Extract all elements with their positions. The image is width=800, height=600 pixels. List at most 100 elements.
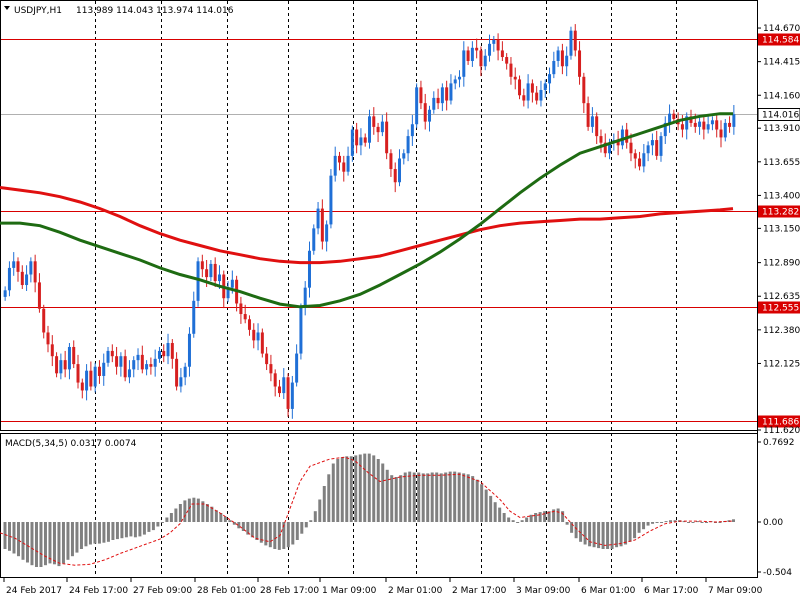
candle-body-48 (209, 263, 213, 278)
macd-bar-90 (408, 471, 412, 522)
candle-body-39 (170, 343, 174, 359)
macd-bar-65 (295, 522, 299, 540)
time-label-8: 3 Mar 09:00 (516, 586, 571, 596)
macd-bar-103 (466, 474, 470, 522)
candle-body-63 (273, 373, 277, 387)
candle-body-124 (535, 92, 539, 101)
candle-body-36 (157, 350, 161, 359)
candle-body-154 (663, 122, 667, 137)
candle-body-66 (286, 377, 290, 409)
macd-bar-134 (606, 522, 610, 549)
level-tag-0 (758, 33, 800, 46)
time-axis-labels: 24 Feb 2017 24 Feb 17:00 27 Feb 09:00 28 Fe… (3, 578, 763, 596)
macd-bar-149 (673, 520, 677, 522)
candle-body-109 (470, 47, 474, 61)
candle-body-95 (410, 124, 414, 137)
price-label-7: 112.890 (763, 259, 800, 269)
macd-bar-46 (210, 506, 214, 522)
macd-bar-107 (484, 489, 488, 522)
macd-bar-89 (403, 472, 407, 522)
symbol-dropdown-icon[interactable] (4, 6, 10, 10)
candle-body-80 (346, 155, 350, 172)
macd-bar-73 (331, 463, 335, 522)
candle-body-19 (85, 370, 89, 391)
macd-bar-139 (628, 522, 632, 542)
macd-bar-71 (322, 486, 326, 522)
candle-body-118 (509, 63, 513, 77)
candle-body-53 (230, 279, 234, 288)
macd-bar-57 (259, 522, 263, 543)
moving-averages (0, 112, 734, 309)
candle-body-65 (282, 377, 286, 394)
macd-bar-75 (340, 457, 344, 522)
macd-bar-51 (232, 522, 236, 525)
macd-bar-86 (390, 475, 394, 522)
candle-body-116 (500, 50, 504, 58)
macd-bar-125 (565, 522, 569, 525)
candle-body-161 (693, 122, 697, 127)
candle-body-151 (650, 140, 654, 146)
macd-bar-13 (61, 522, 65, 564)
macd-bar-3 (16, 522, 20, 557)
candle-body-58 (252, 329, 256, 341)
macd-bar-4 (21, 522, 25, 560)
candle-body-145 (625, 129, 629, 143)
macd-bar-120 (543, 511, 547, 522)
candle-body-125 (539, 89, 543, 101)
price-label-2: 114.160 (763, 91, 800, 101)
candle-body-93 (402, 153, 406, 159)
candle-body-47 (205, 269, 209, 278)
macd-bar-111 (502, 513, 506, 522)
macd-bar-50 (228, 520, 232, 522)
macd-bar-54 (246, 522, 250, 535)
candle-body-170 (732, 114, 736, 127)
level-tag-3 (758, 415, 800, 428)
candle-body-32 (140, 354, 144, 370)
candle-body-70 (303, 287, 307, 308)
macd-bar-16 (75, 522, 79, 553)
macd-bar-42 (192, 497, 196, 522)
current-price-tag (757, 108, 800, 121)
time-label-9: 6 Mar 01:00 (581, 586, 636, 596)
macd-bar-85 (385, 469, 389, 522)
candle-body-88 (380, 121, 384, 133)
macd-bar-119 (538, 512, 542, 522)
macd-bar-72 (327, 474, 331, 522)
candle-body-40 (175, 358, 179, 387)
candle-body-96 (415, 87, 419, 125)
candle-body-101 (436, 97, 440, 104)
macd-bar-68 (309, 520, 313, 522)
symbol-label: USDJPY,H1 (14, 6, 62, 16)
candle-body-139 (599, 136, 603, 143)
macd-bar-80 (363, 453, 367, 522)
price-label-4: 113.655 (763, 158, 800, 168)
macd-bar-31 (142, 522, 146, 535)
candle-body-50 (217, 274, 221, 282)
candle-body-43 (187, 333, 191, 367)
candle-body-21 (93, 366, 97, 387)
candle-body-26 (115, 356, 119, 367)
macd-bar-156 (705, 522, 709, 523)
macd-bar-98 (444, 472, 448, 522)
macd-bar-145 (655, 522, 659, 523)
macd-bar-59 (268, 522, 272, 548)
macd-bar-158 (714, 522, 718, 523)
candle-body-78 (337, 155, 341, 163)
time-label-6: 2 Mar 01:00 (388, 586, 443, 596)
macd-bar-83 (376, 459, 380, 522)
candle-body-52 (226, 287, 230, 299)
macd-bar-18 (84, 522, 88, 547)
candle-body-79 (342, 162, 346, 172)
macd-bar-112 (507, 517, 511, 522)
macd-scale-label-1: 0.00 (763, 518, 783, 528)
candle-body-87 (376, 126, 380, 133)
macd-bar-30 (138, 522, 142, 537)
macd-bar-146 (660, 522, 664, 523)
candle-body-112 (483, 55, 487, 67)
macd-bar-141 (637, 522, 641, 533)
candle-body-158 (680, 124, 684, 130)
candle-body-30 (132, 360, 136, 370)
macd-label: MACD(5,34,5) 0.0317 0.0074 (5, 439, 137, 449)
price-label-8: 112.635 (763, 292, 800, 302)
